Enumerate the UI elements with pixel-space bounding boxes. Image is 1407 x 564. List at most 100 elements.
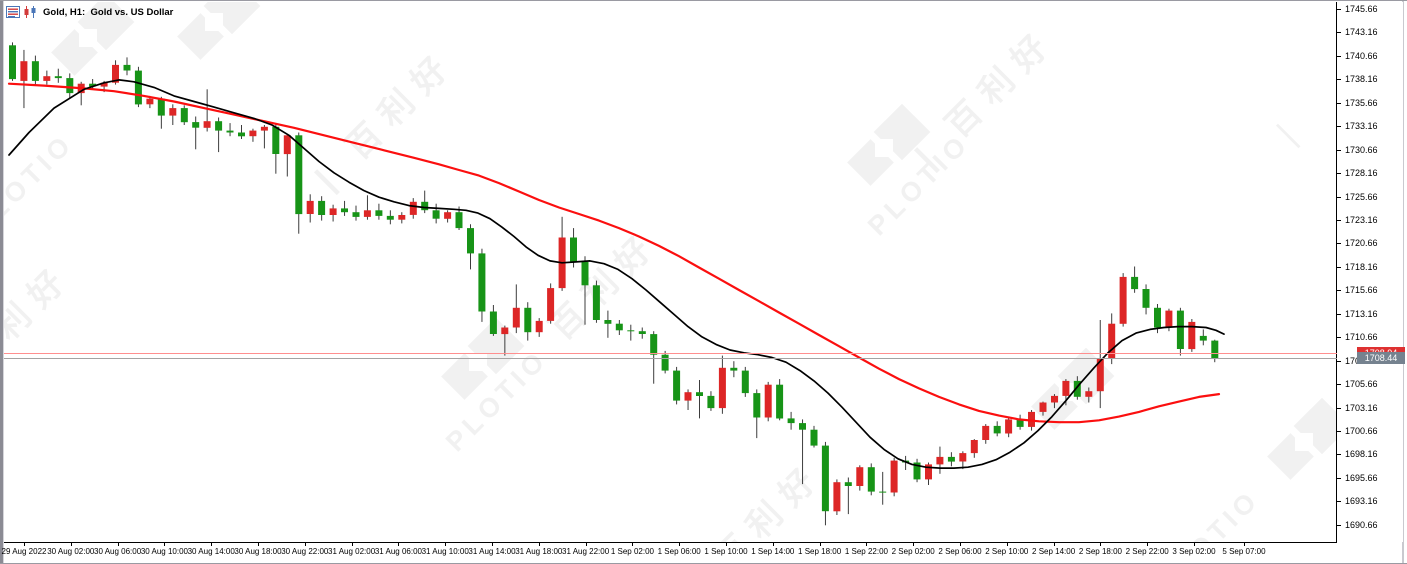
candle-body	[833, 482, 841, 512]
time-tick	[117, 542, 119, 546]
price-axis-label: 1723.16	[1345, 214, 1378, 225]
candle-body	[1108, 323, 1116, 359]
price-tick	[1336, 173, 1341, 175]
candle-body	[730, 367, 738, 371]
candle-body	[272, 126, 280, 154]
time-tick	[632, 542, 634, 546]
brand-logo-watermark	[44, 2, 140, 84]
ask-price-line	[4, 353, 1358, 354]
candle-body	[524, 307, 532, 333]
candle-body	[295, 135, 303, 215]
time-axis-label: 29 Aug 2022	[1, 547, 47, 556]
price-axis-label: 1703.16	[1345, 402, 1378, 413]
brand-logo-watermark	[170, 2, 266, 68]
price-axis-label: 1720.66	[1345, 238, 1378, 249]
time-tick	[70, 542, 72, 546]
time-axis-label: 30 Aug 18:00	[234, 547, 282, 556]
time-tick	[164, 542, 166, 546]
candle-body	[741, 370, 749, 394]
price-tick	[1336, 384, 1341, 386]
candle-body	[1142, 289, 1150, 308]
candle-body	[409, 201, 417, 215]
candle-body	[890, 460, 898, 493]
chart-title: Gold, H1: Gold vs. US Dollar	[43, 6, 174, 18]
candle-body	[970, 440, 978, 454]
time-tick	[1147, 542, 1149, 546]
ma-fast-line	[8, 79, 1225, 469]
price-axis-label: 1743.16	[1345, 27, 1378, 38]
candle-body	[89, 83, 97, 87]
candle-body	[54, 76, 62, 79]
quotes-list-icon[interactable]	[6, 6, 20, 18]
candle-body	[959, 453, 967, 462]
candle-body	[787, 418, 795, 424]
candle-body	[604, 320, 612, 324]
price-axis-label: 1718.16	[1345, 261, 1378, 272]
candle-body	[867, 467, 875, 492]
candle-body	[146, 98, 154, 105]
candle-body	[329, 208, 337, 215]
candle-body	[1062, 380, 1070, 396]
candle-body	[650, 334, 658, 355]
price-tick	[1336, 501, 1341, 503]
candle-body	[1176, 310, 1184, 349]
candle-body	[444, 212, 452, 219]
time-axis-label: 1 Sep 10:00	[704, 547, 748, 556]
time-axis-label: 2 Sep 02:00	[891, 547, 935, 556]
candle-body	[1085, 391, 1093, 397]
candle-body	[9, 45, 16, 80]
window-left-border	[0, 1, 4, 563]
time-tick	[24, 542, 25, 546]
time-tick	[913, 542, 915, 546]
candle-body	[169, 108, 177, 116]
price-tick	[1336, 102, 1341, 104]
candle-body	[352, 212, 360, 217]
candle-body	[180, 108, 188, 123]
candle-body	[283, 135, 291, 155]
candle-body	[947, 456, 955, 462]
price-axis-label: 1710.66	[1345, 332, 1378, 343]
price-tick	[1336, 243, 1341, 245]
time-tick	[726, 542, 727, 546]
candle-body	[203, 121, 211, 128]
candle-body	[478, 253, 486, 312]
candle-body	[123, 64, 131, 71]
candle-body	[925, 464, 932, 480]
ma-slow-line	[7, 82, 1221, 424]
price-tick	[1336, 149, 1341, 151]
candle-body	[1073, 380, 1081, 397]
time-axis-label: 2 Sep 22:00	[1125, 547, 1169, 556]
candle-body	[215, 121, 223, 131]
candle-body	[844, 482, 852, 486]
time-axis-label: 3 Sep 02:00	[1172, 547, 1216, 556]
candle-body	[432, 210, 440, 219]
time-axis-label: 2 Sep 18:00	[1078, 547, 1122, 556]
candlestick-chart-icon[interactable]	[23, 6, 37, 18]
price-axis[interactable]: 1745.66 1743.16 1740.66 1738.16 1735.66 1733.…	[1336, 2, 1403, 542]
price-tick	[1336, 407, 1341, 409]
time-axis-label: 2 Sep 10:00	[985, 547, 1029, 556]
candle-body	[467, 228, 474, 254]
price-axis-label: 1728.16	[1345, 168, 1378, 179]
candle-body	[1051, 395, 1058, 403]
time-tick	[211, 542, 213, 546]
candle-body	[1165, 310, 1173, 328]
candle-body	[249, 130, 257, 137]
candle-body	[1211, 340, 1219, 359]
candle-body	[192, 122, 200, 128]
time-tick	[1244, 542, 1245, 546]
candle-body	[134, 70, 142, 105]
time-axis-label: 1 Sep 22:00	[844, 547, 888, 556]
candle-body	[684, 392, 692, 401]
time-axis[interactable]: 29 Aug 2022 30 Aug 02:00 30 Aug 06:00 30 Au…	[1, 542, 1402, 563]
candle-body	[501, 327, 509, 335]
candle-body	[112, 64, 119, 83]
time-axis-label: 2 Sep 06:00	[938, 547, 982, 556]
price-axis-label: 1730.66	[1345, 144, 1378, 155]
candle-body	[20, 61, 28, 81]
price-axis-label: 1738.16	[1345, 74, 1378, 85]
time-tick	[304, 542, 306, 546]
brand-logo-watermark	[840, 98, 936, 194]
